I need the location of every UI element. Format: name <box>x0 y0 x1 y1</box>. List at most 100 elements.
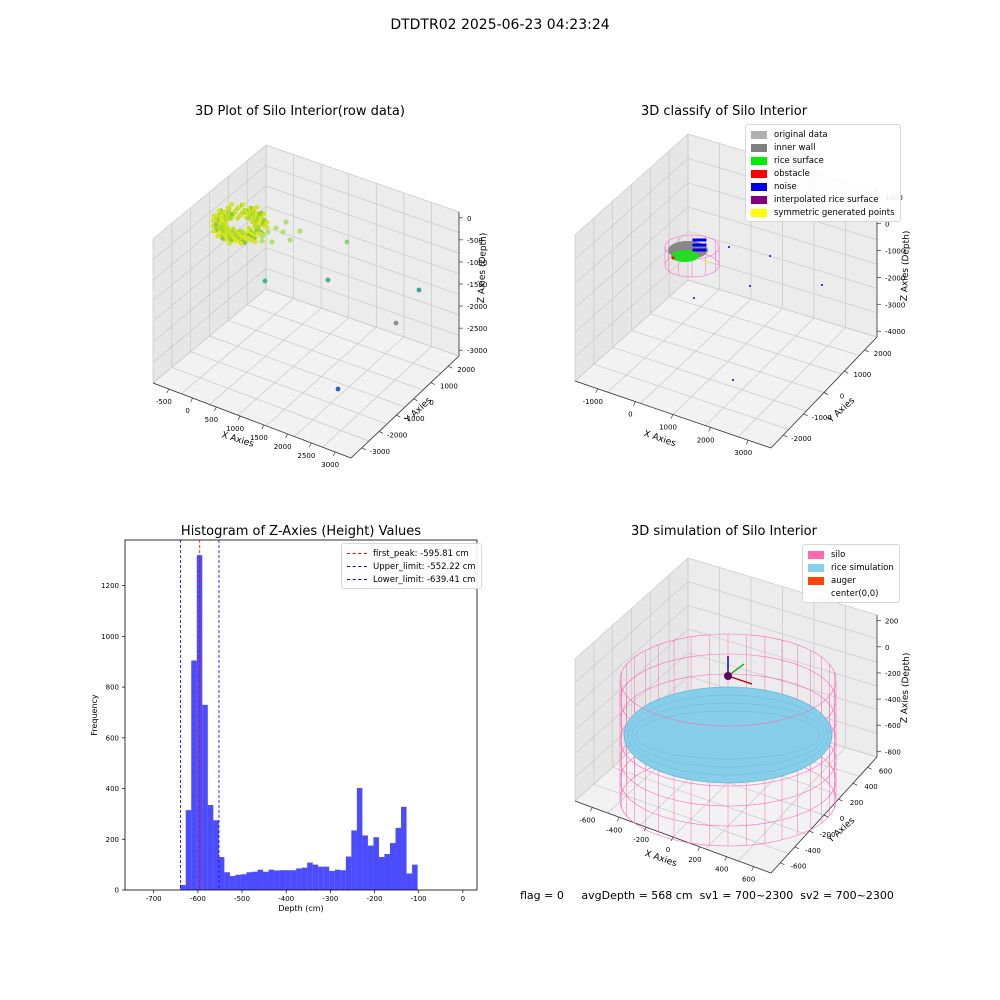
histogram-bar <box>323 866 330 890</box>
sim-gridline <box>687 628 878 687</box>
raw-data-point <box>240 202 246 208</box>
histogram-x-tick-label: -400 <box>278 895 294 903</box>
sim-gridline <box>687 581 878 640</box>
raw-floor-pane <box>153 289 459 458</box>
histogram-bar <box>362 835 368 890</box>
histogram-bar <box>202 704 208 890</box>
raw-data-point <box>256 224 262 230</box>
histogram-bar <box>263 871 269 890</box>
raw-data-point <box>335 386 341 392</box>
raw-data-point <box>344 239 350 245</box>
raw-data-point <box>212 218 218 223</box>
raw-x-tick <box>166 388 170 394</box>
legend-swatch <box>751 195 767 204</box>
sim-x-tick-label: 600 <box>742 876 755 884</box>
legend-label: Lower_limit: -639.41 cm <box>373 574 476 585</box>
legend-entry: rice surface <box>751 154 895 167</box>
histogram-bar <box>384 853 390 890</box>
histogram-y-tick-label: 1000 <box>101 633 119 641</box>
sim-x-tick <box>590 807 593 812</box>
sim-gridline <box>687 604 878 663</box>
histogram-y-tick-label: 0 <box>115 887 119 895</box>
legend-label: silo <box>831 549 846 560</box>
histogram-bar <box>180 884 186 890</box>
raw-z-tick-label: -1500 <box>467 281 487 289</box>
legend-entry: silo <box>808 548 894 561</box>
raw-y-tick-label: 2000 <box>457 366 475 374</box>
legend-label: symmetric generated points <box>774 207 895 218</box>
avg-depth-text: avgDepth = 568 cm <box>581 889 693 902</box>
classify-x-tick-label: 0 <box>628 411 632 419</box>
histogram-x-tick-label: -200 <box>367 895 383 903</box>
auger-x-arrow <box>727 675 753 685</box>
classify-noise-point <box>703 248 707 252</box>
classify-rice-surface <box>671 250 699 262</box>
simulation-panel-title: 3D simulation of Silo Interior <box>631 524 817 539</box>
legend-line-swatch <box>347 553 367 554</box>
raw-data-point <box>227 235 232 241</box>
raw-data-point <box>214 222 219 228</box>
raw-data-point <box>264 219 270 225</box>
legend-entry: Lower_limit: -639.41 cm <box>347 573 476 586</box>
raw-data-point <box>325 277 331 283</box>
histogram-bar <box>246 872 252 890</box>
raw-data-point <box>259 233 265 239</box>
classify-x-tick <box>708 427 711 432</box>
legend-line-swatch <box>347 566 367 567</box>
raw-data-point <box>222 221 228 227</box>
rice-mesh-line <box>635 710 821 760</box>
raw-gridline <box>152 165 267 260</box>
classify-noise-point <box>769 255 771 257</box>
sim-y-tick-label: 0 <box>840 815 844 823</box>
legend-swatch <box>808 563 824 572</box>
histogram-frame <box>124 539 478 891</box>
legend-entry: Upper_limit: -552.22 cm <box>347 560 476 573</box>
classify-gridline <box>687 206 878 265</box>
raw-data-point <box>225 205 231 211</box>
legend-swatch <box>808 550 824 559</box>
raw-data-point <box>265 229 271 235</box>
classify-z-tick-label: -1000 <box>885 248 905 256</box>
histogram-y-tick-label: 1200 <box>101 582 119 590</box>
legend-label: rice simulation <box>831 562 894 573</box>
classify-y-tick-label: 1000 <box>853 371 871 379</box>
raw-data-point <box>220 236 225 241</box>
classify-gridline <box>650 313 842 375</box>
legend-entry: auger <box>808 574 894 587</box>
raw-x-tick-label: 500 <box>205 416 218 424</box>
sim-z-tick-label: -400 <box>885 696 901 704</box>
raw-gridline <box>265 247 460 316</box>
sim-x-tick <box>724 856 728 861</box>
histogram-bar <box>395 827 402 890</box>
classify-gridline <box>687 255 878 314</box>
sim-y-tick-label: 600 <box>879 767 892 775</box>
raw-y-tick-label: 1000 <box>440 383 458 391</box>
classify-gridline <box>574 255 689 357</box>
sim-gridline <box>574 652 689 754</box>
raw-y-tick-label: -3000 <box>370 448 390 456</box>
classify-x-tick-label: 2000 <box>697 436 715 444</box>
sim-z-tick-label: -200 <box>885 670 901 678</box>
classify-noise-point <box>703 243 707 247</box>
classify-noise-point <box>696 248 701 252</box>
raw-x-tick-label: -500 <box>156 398 172 406</box>
sim-y-tick <box>838 798 843 802</box>
classify-gridline <box>669 296 860 356</box>
legend-swatch <box>751 208 767 217</box>
histogram-bar <box>329 870 335 890</box>
histogram-bar <box>307 862 313 890</box>
raw-data-point <box>280 229 286 235</box>
classify-noise-point <box>693 297 695 299</box>
histogram-bar <box>240 874 247 890</box>
sim-x-tick-label: -600 <box>579 816 595 824</box>
classify-noise-point <box>703 238 707 242</box>
classify-y-tick <box>844 370 849 374</box>
histogram-bar <box>229 876 236 890</box>
raw-gridline <box>265 268 460 336</box>
raw-data-point <box>262 278 268 284</box>
sim-gridline <box>612 767 807 835</box>
raw-x-tick-label: 1500 <box>250 434 268 442</box>
classify-noise-point <box>701 248 705 252</box>
raw-gridline <box>152 247 267 343</box>
histogram-bar <box>279 870 286 890</box>
